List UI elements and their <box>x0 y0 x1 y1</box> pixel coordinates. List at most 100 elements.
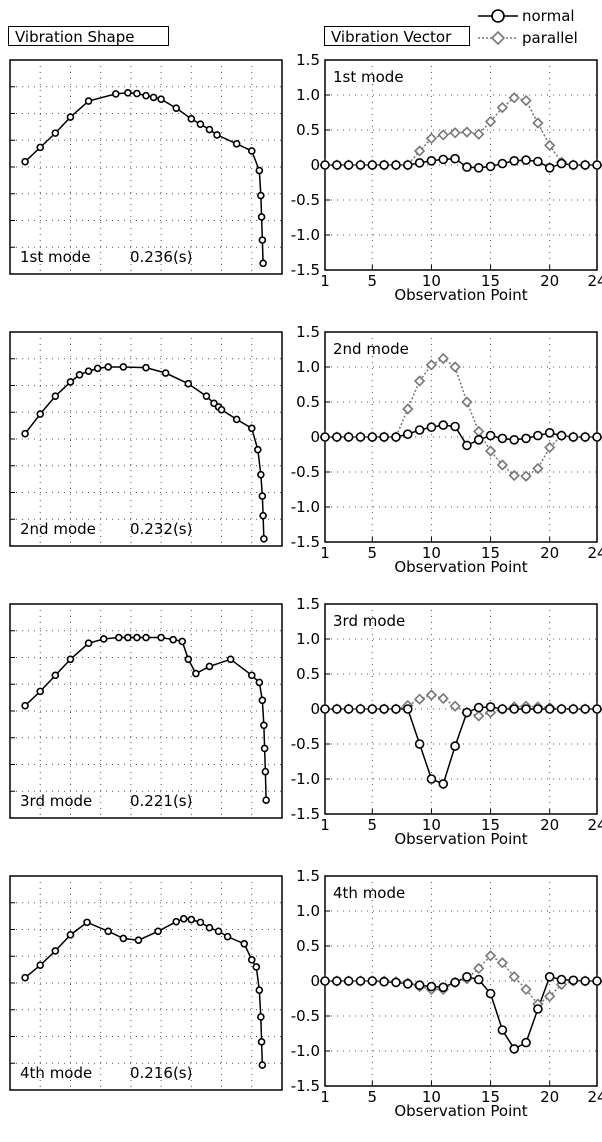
shape-point <box>261 767 270 776</box>
series-point-normal <box>462 162 472 172</box>
series-point-normal <box>355 976 366 986</box>
shape-point <box>254 445 262 454</box>
shape-point <box>84 367 93 376</box>
shape-point <box>66 931 75 939</box>
shape-point <box>196 120 205 128</box>
series-point-normal <box>473 702 484 713</box>
shape-point <box>187 915 196 924</box>
series-point-parallel <box>449 361 461 373</box>
series-point-normal <box>509 434 520 445</box>
series-point-normal <box>343 704 354 714</box>
y-tick-label: 1.0 <box>296 630 320 648</box>
shape-point <box>157 633 165 642</box>
shape-period-label: 0.236(s) <box>130 248 192 266</box>
shape-point <box>179 914 188 923</box>
vector-panel-3 <box>319 603 602 815</box>
shape-point <box>172 104 181 112</box>
y-tick-label: -1.5 <box>291 533 320 551</box>
x-tick-label: 5 <box>368 272 378 290</box>
y-tick-label: 0.5 <box>296 121 320 139</box>
series-point-parallel <box>425 359 438 371</box>
series-point-normal <box>556 974 567 985</box>
shape-point <box>214 927 223 936</box>
series-point-normal <box>592 432 602 442</box>
series-point-normal <box>497 704 508 714</box>
shape-point <box>66 113 75 121</box>
series-point-normal <box>580 160 590 170</box>
series-point-parallel <box>532 117 544 129</box>
series-point-parallel <box>461 396 473 408</box>
shape-mode-label: 2nd mode <box>20 520 96 538</box>
series-point-normal <box>320 432 330 442</box>
shape-point <box>259 259 267 268</box>
series-point-normal <box>533 156 543 167</box>
y-tick-label: 1.0 <box>296 358 320 376</box>
x-tick-label: 10 <box>422 544 441 562</box>
y-tick-label: -1.5 <box>291 261 320 279</box>
shape-line <box>24 636 267 801</box>
series-point-normal <box>343 976 354 986</box>
shape-point <box>142 91 150 100</box>
shape-point <box>255 678 264 687</box>
shape-point <box>196 918 205 927</box>
x-tick-label: 5 <box>368 816 378 834</box>
shape-point <box>36 687 45 696</box>
shape-period-label: 0.232(s) <box>130 520 192 538</box>
shape-point <box>258 1061 267 1069</box>
y-tick-label: -1.0 <box>291 770 320 788</box>
series-point-normal <box>367 432 378 442</box>
y-tick-label: -1.0 <box>291 1042 320 1060</box>
shape-point <box>21 973 29 982</box>
series-point-normal <box>497 1025 508 1035</box>
series-point-parallel <box>437 692 449 705</box>
shape-mode-label: 1st mode <box>20 248 91 266</box>
shape-point <box>84 639 93 648</box>
x-tick-label: 24 <box>587 272 602 290</box>
x-tick-label: 15 <box>481 816 500 834</box>
shape-point <box>169 635 177 644</box>
x-tick-label: 1 <box>320 816 330 834</box>
series-point-parallel <box>508 92 520 104</box>
shape-point <box>119 363 128 371</box>
shape-point <box>51 392 60 401</box>
series-point-normal <box>485 702 496 712</box>
shape-frame <box>9 59 283 275</box>
series-point-normal <box>592 976 602 986</box>
series-point-normal <box>379 704 389 714</box>
series-point-normal <box>414 425 425 435</box>
shape-point <box>51 129 60 137</box>
series-point-parallel <box>449 700 461 712</box>
shape-point <box>205 125 214 134</box>
series-point-normal <box>438 779 449 789</box>
series-point-parallel <box>413 145 426 157</box>
shape-point <box>213 131 221 139</box>
vector-mode-label: 2nd mode <box>333 340 409 358</box>
series-point-normal <box>426 774 437 784</box>
series-point-normal <box>391 977 401 988</box>
series-point-normal <box>379 160 389 170</box>
series-point-normal <box>592 160 602 170</box>
shape-point <box>83 918 91 927</box>
shape-point <box>257 213 266 221</box>
y-tick-label: 1.5 <box>296 323 320 341</box>
shape-point <box>104 927 113 936</box>
series-point-normal <box>580 704 590 714</box>
legend-parallel-label: parallel <box>522 29 578 47</box>
series-point-parallel <box>437 352 449 365</box>
shape-point <box>36 961 45 969</box>
shape-mode-label: 3rd mode <box>20 792 92 810</box>
shape-point <box>247 424 256 433</box>
shape-point <box>142 363 150 372</box>
shape-point <box>257 470 265 479</box>
y-tick-label: 1.5 <box>296 595 320 613</box>
x-tick-label: 20 <box>540 272 559 290</box>
y-tick-label: 1.0 <box>296 86 320 104</box>
series-point-normal <box>462 971 472 982</box>
y-tick-label: -1.5 <box>291 1077 320 1095</box>
x-tick-label: 20 <box>540 544 559 562</box>
shape-panel-3 <box>9 603 283 819</box>
series-point-normal <box>533 430 543 441</box>
legend-normal-label: normal <box>522 7 575 25</box>
series-point-normal <box>509 156 520 166</box>
